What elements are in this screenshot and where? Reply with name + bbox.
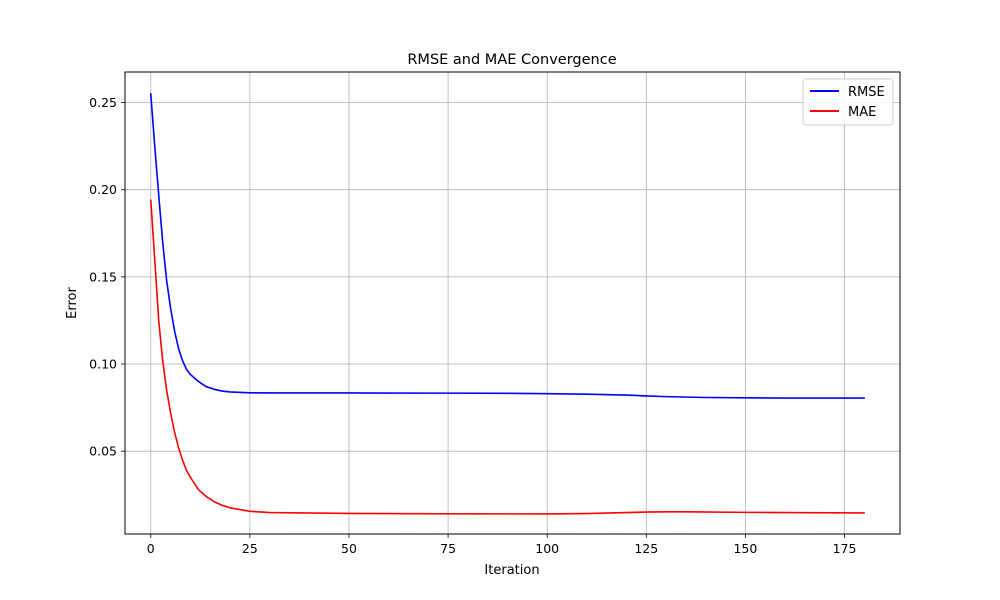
tick-layer: 0 25 50 75 100 125 150 175 0.05 0.10 0.15 0.20 0.25 — [89, 95, 856, 556]
y-tick-label: 0.15 — [89, 269, 117, 284]
x-tick-label: 100 — [535, 541, 559, 556]
x-tick-label: 50 — [341, 541, 357, 556]
x-tick-label: 25 — [242, 541, 258, 556]
series-line-mae — [149, 199, 866, 515]
chart-title: RMSE and MAE Convergence — [407, 52, 616, 68]
plot-frame — [124, 71, 901, 535]
y-axis-label: Error — [65, 287, 80, 319]
legend-label-rmse: RMSE — [848, 85, 885, 100]
grid-layer — [125, 72, 900, 534]
legend-label-mae: MAE — [848, 105, 876, 120]
x-tick-label: 125 — [634, 541, 658, 556]
x-tick-label: 75 — [440, 541, 456, 556]
series-line-rmse — [149, 92, 866, 399]
y-tick-label: 0.10 — [89, 357, 117, 372]
y-tick-label: 0.20 — [89, 182, 117, 197]
x-tick-label: 150 — [733, 541, 757, 556]
y-tick-label: 0.05 — [89, 444, 117, 459]
series-layer — [149, 92, 866, 515]
y-tick-label: 0.25 — [89, 95, 117, 110]
x-tick-label: 0 — [147, 541, 155, 556]
legend: RMSE MAE — [802, 78, 894, 126]
x-axis-label: Iteration — [484, 563, 539, 578]
plot-area — [125, 72, 900, 534]
x-tick-label: 175 — [833, 541, 857, 556]
